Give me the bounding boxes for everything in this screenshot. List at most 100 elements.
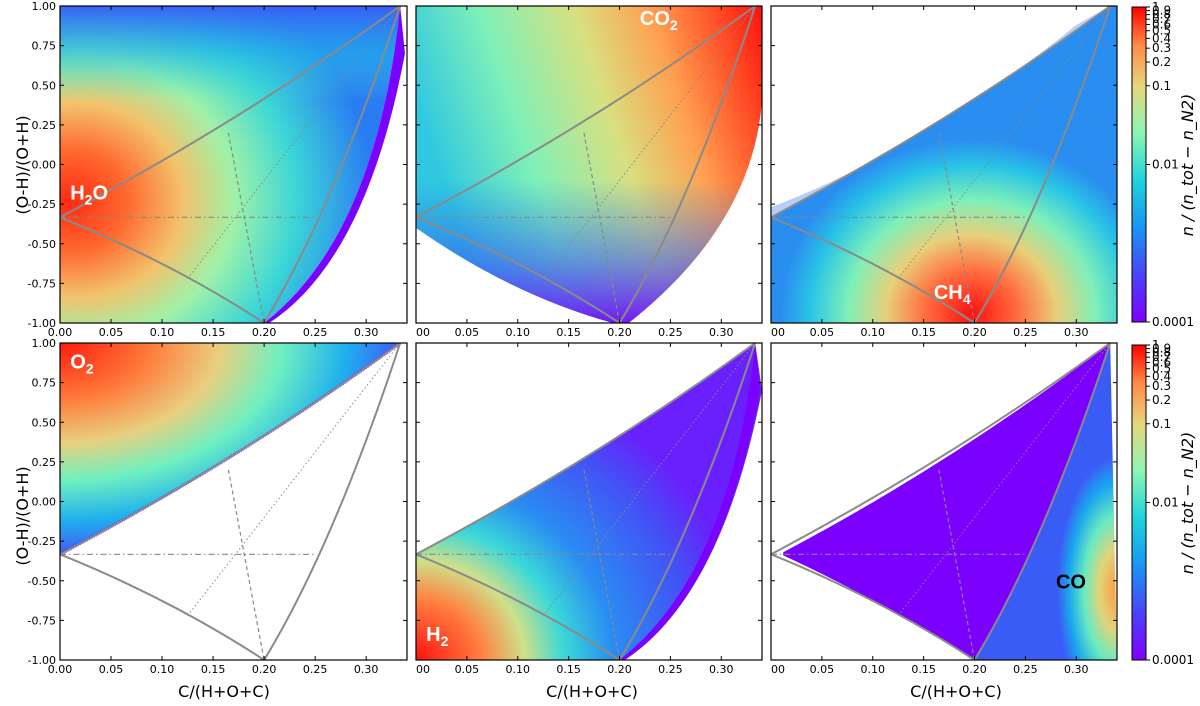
colorbar-tick-label: 0.9 <box>1152 4 1171 18</box>
species-label: CO2 <box>640 8 678 33</box>
colorbar-tick-label: 0.0001 <box>1152 315 1194 329</box>
x-tick-label: 0.30 <box>709 663 734 676</box>
colorbar-tick-label: 0.4 <box>1152 31 1171 45</box>
guide-lines <box>60 343 402 660</box>
panel-2: 00 0.05 0.10 0.15 0.20 0.25 0.30 CO2 <box>415 5 763 339</box>
x-tick-label: 0.10 <box>506 663 531 676</box>
y-tick-label: 0.50 <box>32 79 57 92</box>
x-tick-label: 0.30 <box>354 326 379 339</box>
y-tick-label: -0.25 <box>28 535 56 548</box>
y-tick-label: -0.25 <box>28 198 56 211</box>
x-tick-label: 0.20 <box>252 663 277 676</box>
x-tick-label: 0.05 <box>455 326 480 339</box>
panel-6: 00 0.05 0.10 0.15 0.20 0.25 0.30 CO <box>770 342 1118 676</box>
x-tick-label: 0.25 <box>1013 326 1038 339</box>
x-tick-label: 0.25 <box>658 326 683 339</box>
colorbar-tick-label: 0.1 <box>1152 417 1171 431</box>
colorbar-tick-label: 0.5 <box>1152 362 1171 376</box>
y-tick-label: 0.00 <box>32 496 57 509</box>
colorbar-tick-label: 0.9 <box>1152 342 1171 356</box>
x-tick-label: 00 <box>771 326 785 339</box>
guide-lines <box>60 6 402 323</box>
x-tick-label: 0.05 <box>99 326 124 339</box>
colorbar-tick-label: 0.4 <box>1152 369 1171 383</box>
y-tick-label: 1.00 <box>32 337 57 350</box>
x-tick-label: 0.20 <box>607 663 632 676</box>
x-tick-label: 0.30 <box>1064 663 1089 676</box>
heatmap-h2 <box>416 343 762 660</box>
x-tick-label: 0.20 <box>962 663 987 676</box>
species-label: CH4 <box>934 282 971 307</box>
x-tick-label: 0.10 <box>861 663 886 676</box>
y-tick-label: 0.00 <box>32 159 57 172</box>
y-axis-label-bottom: (O-H)/(O+H) <box>13 466 32 565</box>
colorbar-tick-label: 0.3 <box>1152 41 1171 55</box>
y-tick-label: -1.00 <box>28 654 56 667</box>
x-tick-label: 0.10 <box>150 326 175 339</box>
colorbar-tick-label: 0.3 <box>1152 379 1171 393</box>
x-tick-label: 0.20 <box>607 326 632 339</box>
x-tick-label: 0.25 <box>1013 663 1038 676</box>
x-tick-label: 0.30 <box>709 326 734 339</box>
colorbar-tick-label: 0.7 <box>1152 12 1171 26</box>
panel-3: 00 0.05 0.10 0.15 0.20 0.25 0.30 CH4 <box>770 5 1118 339</box>
y-tick-label: 0.25 <box>32 456 57 469</box>
y-tick-label: -0.75 <box>28 277 56 290</box>
colorbar-tick-label: 1 <box>1152 0 1160 14</box>
x-tick-label: 0.10 <box>861 326 886 339</box>
colorbar-tick-label: 0.5 <box>1152 24 1171 38</box>
x-tick-label: 0.00 <box>48 326 73 339</box>
x-tick-label: 0.15 <box>911 663 936 676</box>
guide-lines <box>416 6 757 323</box>
panel-1: 0.00 0.05 0.10 0.15 0.20 0.25 0.30 -1.00 -0.75 -0… <box>28 0 408 339</box>
guide-lines <box>416 343 757 660</box>
colorbar-tick-label: 0.6 <box>1152 355 1171 369</box>
x-tick-label: 0.25 <box>303 663 328 676</box>
x-tick-label: 0.15 <box>201 326 226 339</box>
y-tick-label: 0.75 <box>32 377 57 390</box>
colorbar-label: n / (n_tot − n_N2) <box>1178 94 1198 237</box>
x-tick-label: 00 <box>416 326 430 339</box>
x-tick-label: 0.20 <box>962 326 987 339</box>
x-tick-label: 0.15 <box>556 326 581 339</box>
colorbar-tick-label: 0.2 <box>1152 55 1171 69</box>
purple-lens <box>783 343 1111 660</box>
colorbar-tick-label: 0.2 <box>1152 393 1171 407</box>
y-tick-label: -0.50 <box>28 575 56 588</box>
y-tick-label: -1.00 <box>28 317 56 330</box>
x-tick-label: 0.10 <box>506 326 531 339</box>
colorbar-1: 10.90.80.70.60.50.40.30.2 0.1 0.01 0.0001 n … <box>1131 0 1198 329</box>
x-tick-label: 0.15 <box>201 663 226 676</box>
y-tick-label: 0.50 <box>32 416 57 429</box>
x-tick-label: 0.25 <box>658 663 683 676</box>
x-tick-label: 0.05 <box>455 663 480 676</box>
species-label: H2O <box>70 182 108 207</box>
x-tick-label: 0.10 <box>150 663 175 676</box>
x-tick-label: 0.30 <box>354 663 379 676</box>
x-tick-label: 0.15 <box>911 326 936 339</box>
panel-4: 0.00 0.05 0.10 0.15 0.20 0.25 0.30 -1.00 -0.75 -0… <box>28 337 408 676</box>
species-label: CO <box>1056 572 1086 594</box>
y-tick-label: -0.50 <box>28 238 56 251</box>
colorbar-tick-label: 0.01 <box>1152 158 1179 172</box>
x-axis-label-middle: C/(H+O+C) <box>546 682 638 701</box>
colorbar-2: 10.90.80.70.60.50.40.30.2 0.1 0.01 0.0001 n … <box>1131 338 1198 667</box>
colorbar-tick-label: 0.8 <box>1152 8 1171 22</box>
x-axis-label-left: C/(H+O+C) <box>178 682 270 701</box>
y-axis-label-top: (O-H)/(O+H) <box>13 115 32 214</box>
y-tick-label: 0.25 <box>32 119 57 132</box>
x-tick-label: 0.05 <box>810 326 835 339</box>
heatmap-co <box>974 343 1117 660</box>
y-tick-label: 0.75 <box>32 40 57 53</box>
x-tick-label: 00 <box>416 663 430 676</box>
panel-5: 00 0.05 0.10 0.15 0.20 0.25 0.30 H2 <box>415 342 763 676</box>
colorbar-tick-label: 0.0001 <box>1152 653 1194 667</box>
colorbar-tick-label: 0.6 <box>1152 17 1171 31</box>
species-label: H2 <box>426 624 448 649</box>
x-tick-label: 00 <box>771 663 785 676</box>
colorbar-tick-label: 0.1 <box>1152 79 1171 93</box>
guide-lines <box>771 6 1112 323</box>
y-tick-label: 1.00 <box>32 0 57 13</box>
x-tick-label: 0.25 <box>303 326 328 339</box>
